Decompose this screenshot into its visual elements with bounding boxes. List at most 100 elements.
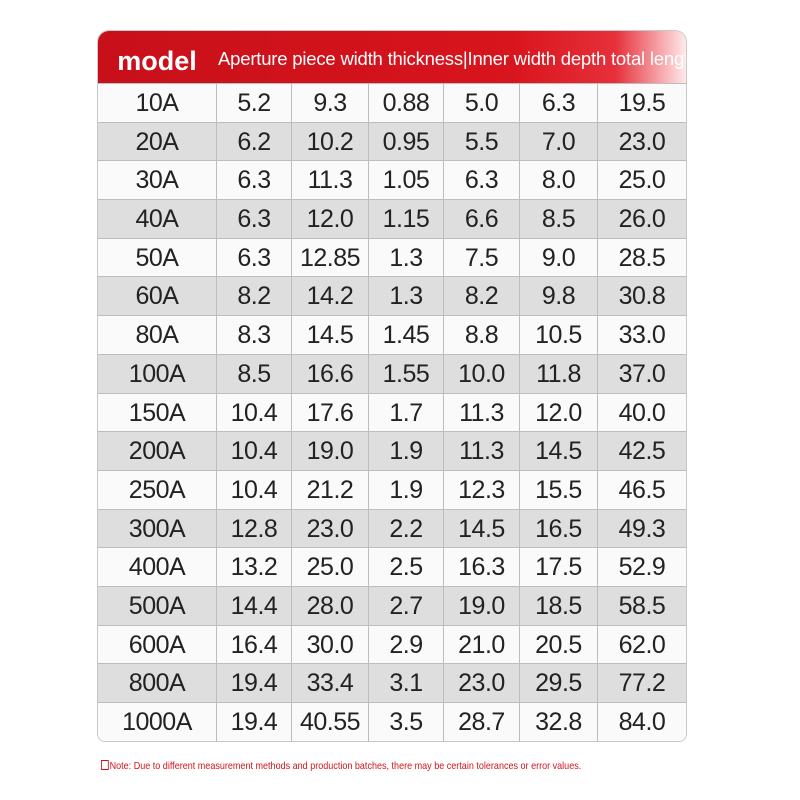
model-cell: 80A bbox=[135, 321, 179, 350]
value-cell: 40.0 bbox=[597, 393, 686, 432]
model-cell: 1000A bbox=[122, 708, 192, 736]
model-cell: 20A bbox=[135, 127, 179, 156]
table-body: 10A 5.2 9.3 0.88 5.0 6.3 19.5 20A 6.2 10.2 0.95 5.5… bbox=[98, 83, 686, 741]
table-row: 30A 6.3 11.3 1.05 6.3 8.0 25.0 bbox=[98, 160, 686, 200]
value-cell: 84.0 bbox=[597, 703, 686, 741]
value-cell: 12.8 bbox=[216, 509, 291, 548]
value-cell: 9.8 bbox=[519, 277, 597, 316]
value-cell: 6.6 bbox=[443, 200, 519, 238]
value-cell: 21.2 bbox=[291, 470, 368, 509]
value-cell: 33.4 bbox=[291, 664, 368, 702]
value-cell: 2.9 bbox=[368, 625, 443, 664]
value-cell: 40.55 bbox=[291, 703, 368, 741]
value-cell: 5.0 bbox=[443, 84, 519, 122]
model-cell: 500A bbox=[128, 591, 186, 620]
model-cell: 400A bbox=[128, 553, 186, 582]
value-cell: 10.5 bbox=[519, 316, 597, 354]
value-cell: 23.0 bbox=[597, 122, 686, 161]
value-cell: 52.9 bbox=[597, 548, 686, 586]
value-cell: 16.6 bbox=[291, 354, 368, 393]
value-cell: 17.5 bbox=[519, 548, 597, 586]
value-cell: 28.7 bbox=[443, 703, 519, 741]
value-cell: 8.2 bbox=[216, 277, 291, 316]
value-cell: 9.3 bbox=[291, 84, 368, 122]
model-cell: 300A bbox=[128, 514, 186, 543]
table-row: 150A 10.4 17.6 1.7 11.3 12.0 40.0 bbox=[98, 392, 686, 432]
value-cell: 16.3 bbox=[443, 548, 519, 586]
value-cell: 29.5 bbox=[519, 664, 597, 702]
value-cell: 8.5 bbox=[216, 354, 291, 393]
footnote: Note: Due to different measurement metho… bbox=[101, 760, 581, 772]
table-header: model Aperture piece width thickness|Inn… bbox=[98, 31, 686, 83]
table-row: 50A 6.3 12.85 1.3 7.5 9.0 28.5 bbox=[98, 237, 686, 277]
value-cell: 1.3 bbox=[368, 238, 443, 277]
value-cell: 8.3 bbox=[216, 316, 291, 354]
table-row: 600A 16.4 30.0 2.9 21.0 20.5 62.0 bbox=[98, 624, 686, 664]
value-cell: 14.5 bbox=[291, 316, 368, 354]
value-cell: 32.8 bbox=[519, 703, 597, 741]
value-cell: 5.2 bbox=[216, 84, 291, 122]
value-cell: 15.5 bbox=[519, 470, 597, 509]
model-cell: 250A bbox=[128, 475, 186, 504]
value-cell: 30.8 bbox=[597, 277, 686, 316]
value-cell: 6.3 bbox=[519, 84, 597, 122]
value-cell: 28.5 bbox=[597, 238, 686, 277]
value-cell: 13.2 bbox=[216, 548, 291, 586]
value-cell: 1.45 bbox=[368, 316, 443, 354]
header-description: Aperture piece width thickness|Inner wid… bbox=[218, 48, 686, 69]
table-row: 400A 13.2 25.0 2.5 16.3 17.5 52.9 bbox=[98, 547, 686, 586]
value-cell: 1.55 bbox=[368, 354, 443, 393]
value-cell: 2.7 bbox=[368, 586, 443, 625]
model-cell: 600A bbox=[128, 630, 186, 659]
value-cell: 19.0 bbox=[291, 432, 368, 470]
value-cell: 10.2 bbox=[291, 122, 368, 161]
value-cell: 77.2 bbox=[597, 664, 686, 702]
model-cell: 150A bbox=[128, 398, 186, 427]
value-cell: 33.0 bbox=[597, 316, 686, 354]
value-cell: 12.0 bbox=[291, 200, 368, 238]
value-cell: 0.95 bbox=[368, 122, 443, 161]
value-cell: 11.3 bbox=[443, 393, 519, 432]
table-row: 40A 6.3 12.0 1.15 6.6 8.5 26.0 bbox=[98, 199, 686, 238]
value-cell: 14.5 bbox=[443, 509, 519, 548]
value-cell: 21.0 bbox=[443, 625, 519, 664]
value-cell: 8.8 bbox=[443, 316, 519, 354]
value-cell: 20.5 bbox=[519, 625, 597, 664]
value-cell: 23.0 bbox=[443, 664, 519, 702]
value-cell: 62.0 bbox=[597, 625, 686, 664]
model-cell: 60A bbox=[135, 282, 179, 311]
value-cell: 1.9 bbox=[368, 432, 443, 470]
note-text: Note: Due to different measurement metho… bbox=[109, 760, 582, 772]
value-cell: 1.3 bbox=[368, 277, 443, 316]
value-cell: 6.2 bbox=[216, 122, 291, 161]
model-cell: 40A bbox=[135, 205, 179, 234]
value-cell: 12.3 bbox=[443, 470, 519, 509]
value-cell: 2.5 bbox=[368, 548, 443, 586]
value-cell: 12.0 bbox=[519, 393, 597, 432]
value-cell: 10.0 bbox=[443, 354, 519, 393]
value-cell: 26.0 bbox=[597, 200, 686, 238]
value-cell: 1.9 bbox=[368, 470, 443, 509]
value-cell: 25.0 bbox=[291, 548, 368, 586]
value-cell: 19.4 bbox=[216, 703, 291, 741]
note-icon bbox=[101, 760, 109, 770]
value-cell: 23.0 bbox=[291, 509, 368, 548]
value-cell: 19.4 bbox=[216, 664, 291, 702]
value-cell: 5.5 bbox=[443, 122, 519, 161]
table-row: 250A 10.4 21.2 1.9 12.3 15.5 46.5 bbox=[98, 469, 686, 509]
value-cell: 10.4 bbox=[216, 470, 291, 509]
table-row: 20A 6.2 10.2 0.95 5.5 7.0 23.0 bbox=[98, 121, 686, 161]
value-cell: 3.5 bbox=[368, 703, 443, 741]
table-row: 200A 10.4 19.0 1.9 11.3 14.5 42.5 bbox=[98, 431, 686, 470]
model-cell: 200A bbox=[128, 437, 186, 466]
table-row: 300A 12.8 23.0 2.2 14.5 16.5 49.3 bbox=[98, 508, 686, 548]
table-row: 500A 14.4 28.0 2.7 19.0 18.5 58.5 bbox=[98, 585, 686, 625]
model-cell: 100A bbox=[128, 359, 186, 388]
table-row: 100A 8.5 16.6 1.55 10.0 11.8 37.0 bbox=[98, 353, 686, 393]
table-row: 10A 5.2 9.3 0.88 5.0 6.3 19.5 bbox=[98, 83, 686, 122]
value-cell: 6.3 bbox=[216, 161, 291, 200]
value-cell: 14.4 bbox=[216, 586, 291, 625]
value-cell: 11.8 bbox=[519, 354, 597, 393]
value-cell: 28.0 bbox=[291, 586, 368, 625]
